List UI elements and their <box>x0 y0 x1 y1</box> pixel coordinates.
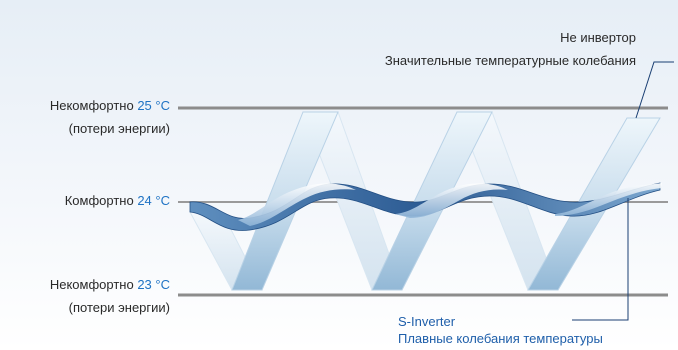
middle-level-temp: 24 °C <box>137 193 170 208</box>
non-inverter-subtitle: Значительные температурные колебания <box>384 53 636 68</box>
s-inverter-callout-line <box>572 198 629 321</box>
s-inverter-wave <box>189 182 662 231</box>
middle-level-label-text: Комфортно <box>64 193 134 208</box>
s-inverter-title: S-Inverter <box>398 314 456 329</box>
upper-level-note: (потери энергии) <box>68 121 170 136</box>
non-inverter-callout-line <box>635 61 674 119</box>
lower-level-temp: 23 °C <box>137 277 170 292</box>
upper-level-temp: 25 °C <box>137 98 170 113</box>
upper-level-label: Некомфортно 25 °C <box>10 98 170 113</box>
non-inverter-title: Не инвертор <box>560 30 636 45</box>
middle-level-label: Комфортно 24 °C <box>10 193 170 208</box>
upper-level-label-text: Некомфортно <box>49 98 134 113</box>
lower-level-label-text: Некомфортно <box>49 277 134 292</box>
lower-level-label: Некомфортно 23 °C <box>10 277 170 292</box>
lower-level-note: (потери энергии) <box>68 300 170 315</box>
s-inverter-subtitle: Плавные колебания температуры <box>398 331 603 346</box>
